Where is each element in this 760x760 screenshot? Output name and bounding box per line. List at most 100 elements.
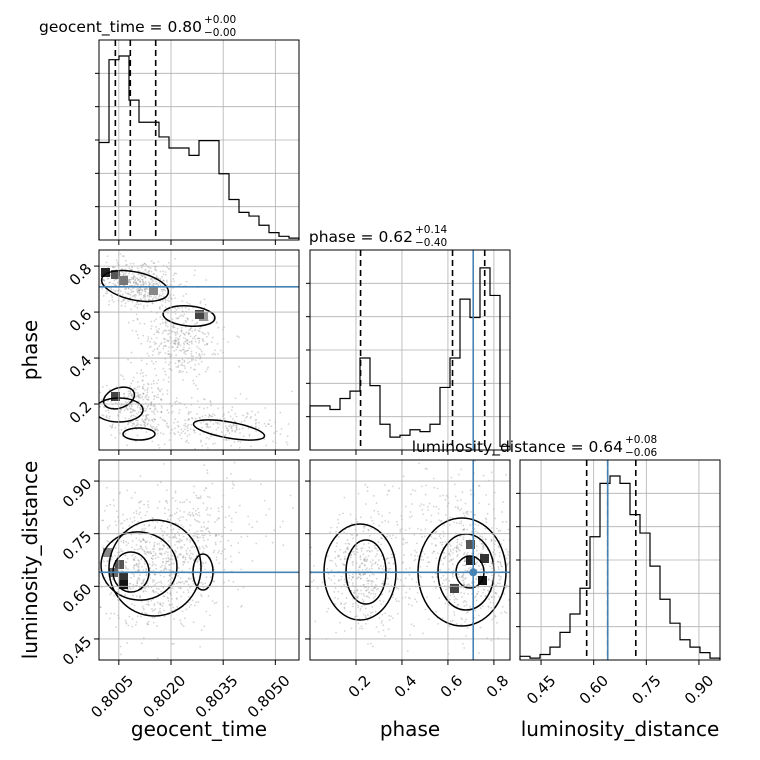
sample-point: [145, 287, 148, 290]
sample-point: [154, 429, 157, 432]
sample-point: [190, 396, 193, 399]
sample-point: [122, 378, 125, 381]
sample-point: [153, 341, 156, 343]
y-tick-label: 0.75: [59, 527, 95, 563]
sample-point: [147, 524, 150, 527]
sample-point: [366, 490, 369, 493]
sample-point: [133, 558, 135, 561]
sample-point: [525, 552, 527, 554]
sample-point: [154, 428, 157, 431]
sample-point: [144, 276, 146, 279]
sample-point: [224, 434, 227, 436]
sample-point: [362, 559, 365, 561]
sample-point: [202, 547, 205, 550]
sample-point: [167, 333, 169, 336]
sample-point: [227, 605, 229, 608]
sample-point: [107, 303, 110, 306]
sample-point: [116, 598, 119, 601]
sample-point: [441, 541, 444, 544]
sample-point: [187, 333, 190, 336]
sample-point: [153, 418, 156, 421]
sample-point: [169, 293, 172, 296]
sample-point: [134, 282, 137, 284]
sample-point: [479, 535, 482, 538]
sample-point: [155, 275, 158, 277]
sample-point: [456, 541, 459, 544]
sample-point: [193, 429, 196, 432]
sample-point: [171, 410, 174, 413]
sample-point: [338, 621, 341, 624]
sample-point: [459, 549, 461, 552]
sample-point: [410, 503, 413, 505]
sample-point: [263, 438, 266, 441]
sample-point: [194, 338, 196, 340]
sample-point: [130, 405, 133, 408]
sample-point: [179, 552, 182, 555]
sample-point: [179, 540, 182, 542]
sample-point: [145, 510, 148, 513]
sample-point: [275, 430, 278, 433]
panel-geocent_time-vs-phase: 0.20.40.60.8: [66, 249, 300, 455]
sample-point: [165, 560, 167, 563]
sample-point: [131, 300, 134, 303]
sample-point: [463, 599, 466, 602]
sample-point: [458, 576, 461, 579]
sample-point: [144, 298, 147, 301]
sample-point: [144, 419, 147, 422]
sample-point: [101, 519, 104, 522]
sample-point: [219, 423, 221, 425]
sample-point: [142, 392, 145, 395]
sample-point: [168, 574, 171, 577]
sample-point: [437, 508, 440, 510]
sample-point: [105, 612, 108, 615]
sample-point: [236, 428, 238, 431]
sample-point: [132, 275, 135, 278]
sample-point: [464, 564, 467, 566]
sample-point: [152, 280, 155, 282]
sample-point: [146, 422, 149, 425]
sample-point: [182, 346, 185, 349]
sample-point: [193, 269, 196, 272]
sample-point: [199, 529, 202, 532]
sample-point: [182, 337, 185, 339]
sample-point: [125, 259, 127, 262]
sample-point: [453, 521, 455, 524]
sample-point: [142, 569, 145, 572]
sample-point: [175, 308, 178, 311]
sample-point: [96, 405, 98, 407]
sample-point: [157, 592, 160, 595]
sample-point: [166, 389, 169, 392]
sample-point: [146, 304, 149, 307]
sample-point: [232, 580, 235, 583]
sample-point: [207, 495, 209, 498]
sample-point: [497, 566, 500, 568]
sample-point: [137, 577, 140, 580]
sample-point: [194, 328, 197, 331]
sample-point: [381, 537, 384, 540]
sample-point: [129, 588, 132, 590]
sample-point: [178, 349, 181, 352]
sample-point: [183, 582, 185, 585]
sample-point: [420, 576, 422, 579]
sample-point: [156, 657, 159, 660]
sample-point: [418, 462, 421, 465]
sample-point: [463, 647, 466, 649]
sample-point: [162, 534, 165, 537]
sample-point: [397, 587, 400, 590]
sample-point: [145, 363, 148, 365]
sample-point: [377, 559, 380, 561]
sample-point: [136, 580, 139, 583]
sample-point: [186, 339, 188, 342]
sample-point: [175, 511, 178, 514]
sample-point: [123, 298, 126, 301]
sample-point: [131, 424, 134, 427]
sample-point: [183, 501, 186, 503]
sample-point: [499, 561, 502, 564]
sample-point: [164, 271, 167, 273]
sample-point: [192, 621, 195, 624]
sample-point: [107, 540, 110, 543]
sample-point: [121, 255, 124, 257]
sample-point: [166, 281, 168, 283]
sample-point: [161, 290, 164, 293]
sample-point: [159, 305, 161, 308]
